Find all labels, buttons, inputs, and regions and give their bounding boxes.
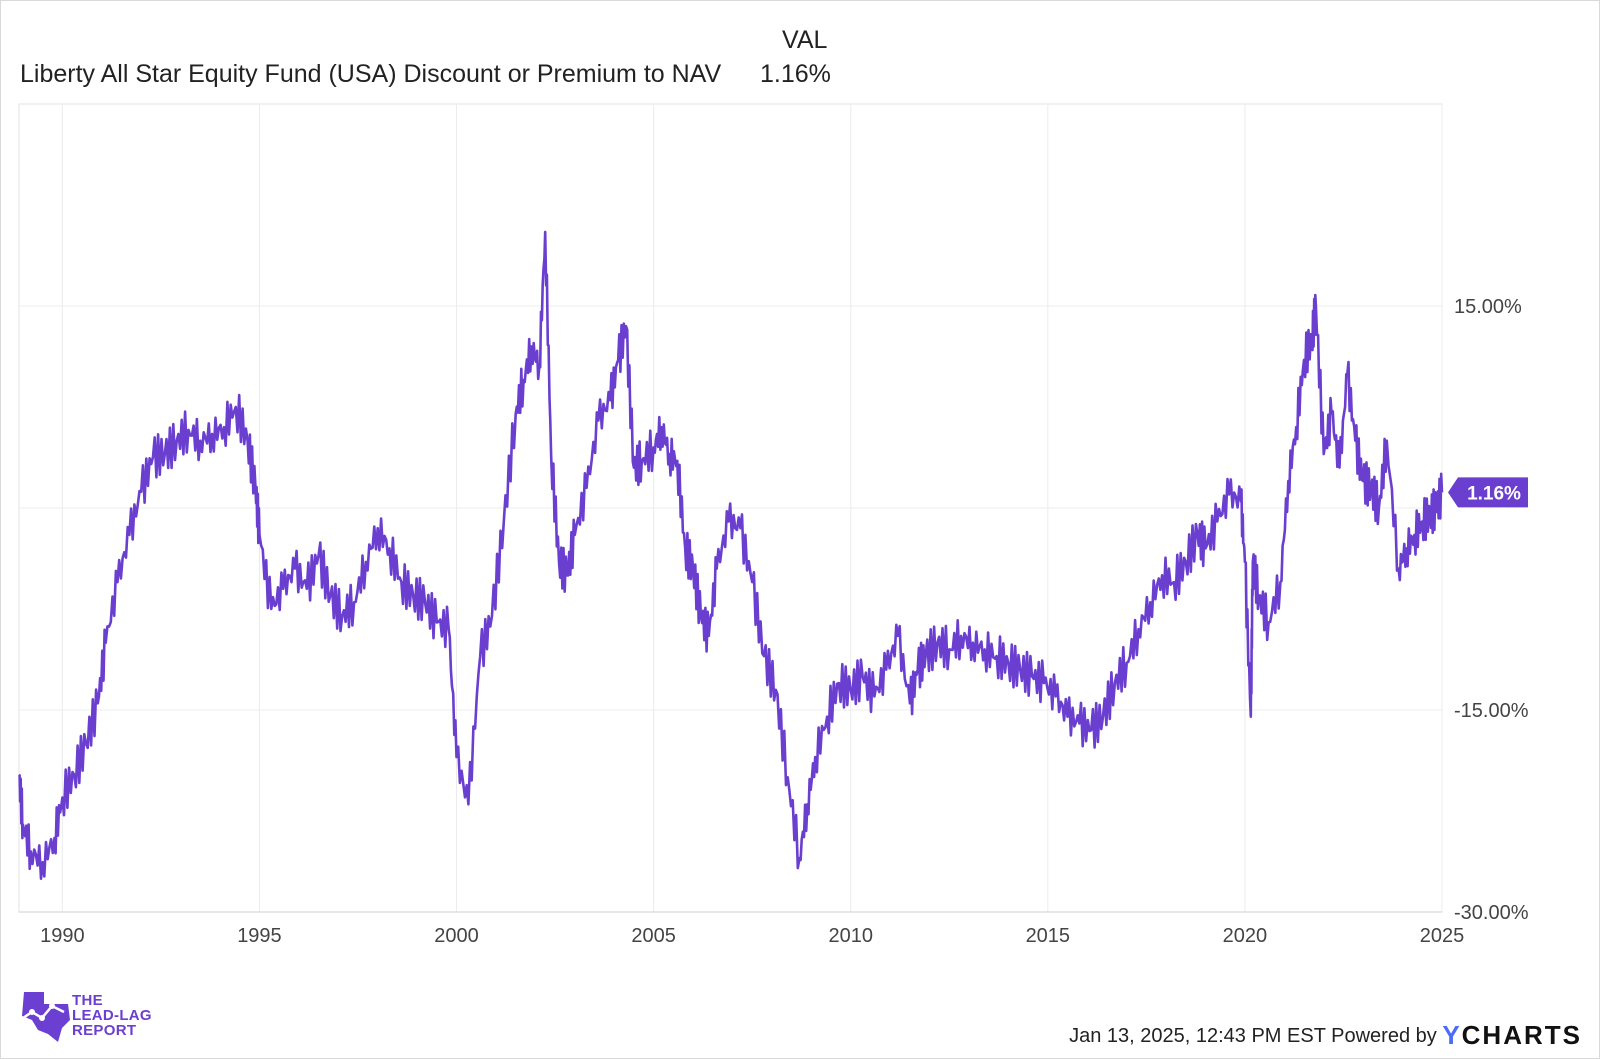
- legend-series-value: 1.16%: [760, 60, 831, 88]
- last-value-label: 1.16%: [1467, 483, 1521, 504]
- x-tick-label: 2020: [1223, 925, 1268, 947]
- ycharts-logo[interactable]: YCHARTS: [1442, 1020, 1582, 1050]
- logo-line-2: LEAD-LAG: [72, 1007, 152, 1024]
- last-value-tag: [1448, 477, 1528, 508]
- x-tick-label: 2025: [1420, 925, 1465, 947]
- y-tick-label: -15.00%: [1454, 700, 1529, 722]
- y-tick-label: 15.00%: [1454, 296, 1522, 318]
- x-tick-label: 2000: [434, 925, 479, 947]
- footer-powered-by: Powered by: [1331, 1025, 1437, 1047]
- x-tick-label: 2015: [1026, 925, 1071, 947]
- x-tick-label: 1990: [40, 925, 85, 947]
- series-line: [18, 230, 1444, 881]
- ycharts-logo-y: Y: [1442, 1020, 1462, 1050]
- x-tick-label: 2010: [828, 925, 873, 947]
- logo-line-1: THE: [72, 992, 103, 1009]
- footer-timestamp: Jan 13, 2025, 12:43 PM EST: [1069, 1025, 1326, 1047]
- footer: Jan 13, 2025, 12:43 PM EST Powered by YC…: [1069, 1020, 1582, 1051]
- legend-column-header: VAL: [782, 26, 828, 54]
- logo-text: THE LEAD-LAG REPORT: [72, 993, 152, 1038]
- lead-lag-logo: [19, 992, 70, 1042]
- y-tick-label: -30.00%: [1454, 902, 1529, 924]
- logo-map-icon: [22, 992, 70, 1042]
- x-tick-label: 1995: [237, 925, 282, 947]
- legend-series-name[interactable]: Liberty All Star Equity Fund (USA) Disco…: [20, 60, 722, 88]
- x-tick-label: 2005: [631, 925, 676, 947]
- logo-line-3: REPORT: [72, 1022, 137, 1039]
- ycharts-logo-text: CHARTS: [1461, 1020, 1582, 1050]
